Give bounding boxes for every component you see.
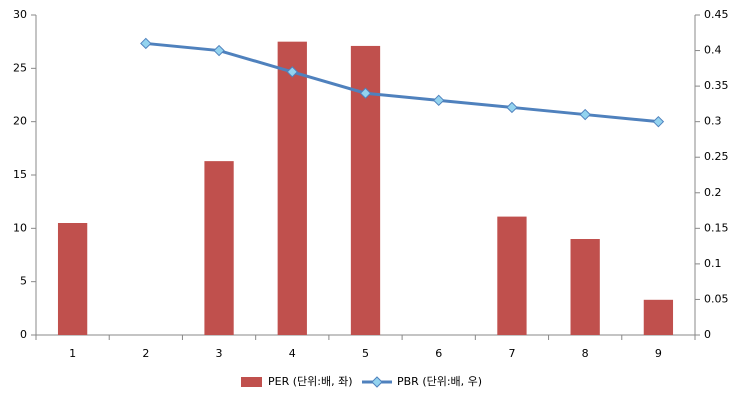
y-tick-label: 25 xyxy=(13,61,27,74)
y2-tick-label: 0 xyxy=(704,328,711,341)
x-tick-label: 9 xyxy=(655,347,662,360)
line-marker xyxy=(359,87,372,99)
x-tick-label: 2 xyxy=(142,347,149,360)
y2-tick-label: 0.2 xyxy=(704,186,722,199)
bar xyxy=(204,161,234,335)
y-tick-label: 5 xyxy=(20,275,27,288)
y2-tick-label: 0.15 xyxy=(704,221,729,234)
y-tick-label: 30 xyxy=(13,8,27,21)
y-tick-label: 15 xyxy=(13,168,27,181)
y-tick-label: 0 xyxy=(20,328,27,341)
x-tick-label: 8 xyxy=(582,347,589,360)
line-marker xyxy=(652,115,665,128)
line xyxy=(145,41,659,124)
y2-tick-label: 0.35 xyxy=(704,79,729,92)
bar xyxy=(570,239,600,335)
line-marker xyxy=(213,44,225,57)
legend-swatch xyxy=(241,377,262,387)
line-marker xyxy=(506,101,518,114)
bar xyxy=(497,216,527,335)
y2-tick-label: 0.25 xyxy=(704,150,729,163)
x-tick-label: 6 xyxy=(435,347,442,360)
bar xyxy=(277,41,307,336)
line-marker xyxy=(579,108,591,121)
bar xyxy=(643,299,674,335)
line-marker xyxy=(433,94,445,107)
y2-tick-label: 0.05 xyxy=(704,292,729,305)
legend-marker xyxy=(371,376,383,388)
y2-tick-label: 0.4 xyxy=(704,44,722,57)
bar xyxy=(57,223,88,335)
x-tick-label: 1 xyxy=(69,347,76,360)
x-tick-label: 5 xyxy=(362,347,369,360)
y2-tick-label: 0.1 xyxy=(704,257,722,270)
y-tick-label: 20 xyxy=(13,115,27,128)
line-marker xyxy=(286,66,298,78)
legend-label: PBR (단위:배, 우) xyxy=(397,375,482,388)
line-marker xyxy=(140,37,152,50)
y-tick-label: 10 xyxy=(13,221,27,234)
x-tick-label: 4 xyxy=(289,347,296,360)
y2-tick-label: 0.3 xyxy=(704,115,722,128)
x-tick-label: 3 xyxy=(216,347,223,360)
y2-tick-label: 0.45 xyxy=(704,8,729,21)
x-tick-label: 7 xyxy=(508,347,515,360)
legend-label: PER (단위:배, 좌) xyxy=(268,375,353,388)
